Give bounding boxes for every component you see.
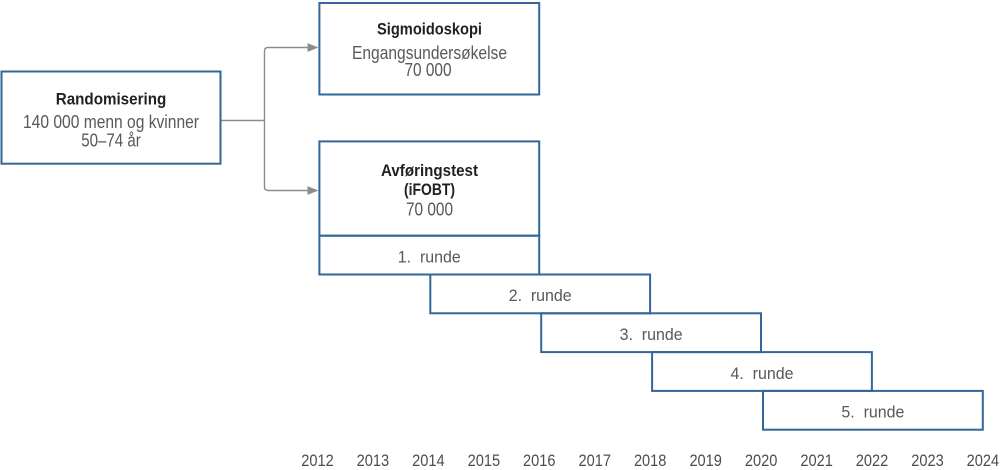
svg-text:2012: 2012 xyxy=(301,451,334,470)
svg-text:70 000: 70 000 xyxy=(406,200,453,220)
svg-text:Engangsundersøkelse: Engangsundersøkelse xyxy=(352,43,507,63)
svg-text:3. runde: 3. runde xyxy=(620,325,683,344)
svg-text:1. runde: 1. runde xyxy=(398,247,461,266)
svg-text:2016: 2016 xyxy=(523,451,556,470)
svg-text:2013: 2013 xyxy=(357,451,390,470)
svg-text:2024: 2024 xyxy=(967,451,1000,470)
svg-text:Avføringstest: Avføringstest xyxy=(381,161,478,180)
svg-text:2022: 2022 xyxy=(856,451,889,470)
svg-text:Randomisering: Randomisering xyxy=(56,90,167,109)
svg-text:4. runde: 4. runde xyxy=(731,364,794,383)
svg-text:2015: 2015 xyxy=(468,451,501,470)
svg-text:2020: 2020 xyxy=(745,451,778,470)
svg-text:2023: 2023 xyxy=(911,451,944,470)
svg-text:(iFOBT): (iFOBT) xyxy=(404,180,455,199)
svg-text:140 000 menn og kvinner: 140 000 menn og kvinner xyxy=(23,112,199,132)
svg-text:2. runde: 2. runde xyxy=(509,286,572,305)
svg-text:2014: 2014 xyxy=(412,451,445,470)
svg-text:5. runde: 5. runde xyxy=(841,403,904,422)
svg-text:70 000: 70 000 xyxy=(405,60,452,80)
svg-text:50–74 år: 50–74 år xyxy=(81,131,141,151)
svg-text:2021: 2021 xyxy=(800,451,833,470)
svg-text:2019: 2019 xyxy=(689,451,722,470)
svg-text:2017: 2017 xyxy=(579,451,612,470)
svg-text:2018: 2018 xyxy=(634,451,667,470)
svg-text:Sigmoidoskopi: Sigmoidoskopi xyxy=(377,20,482,39)
